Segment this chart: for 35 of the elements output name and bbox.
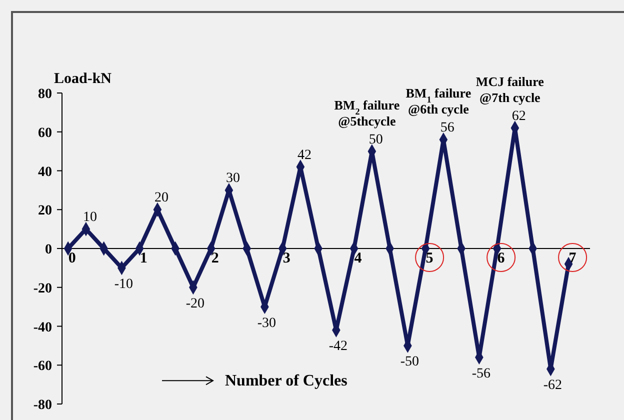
data-label: 20 [154, 190, 168, 206]
data-label: 62 [512, 108, 526, 124]
data-label: -56 [472, 366, 491, 382]
data-label: -50 [400, 354, 420, 370]
y-tick-label: -40 [33, 320, 52, 336]
data-label: -10 [114, 276, 134, 292]
y-tick-label: -80 [33, 398, 52, 413]
x-tick-label: 4 [354, 250, 362, 266]
x-axis-title: Number of Cycles [225, 372, 348, 390]
x-tick-label: 1 [140, 250, 148, 266]
y-tick-label: 60 [38, 126, 52, 141]
data-label: 30 [226, 171, 240, 186]
data-label: 56 [440, 120, 454, 136]
data-label: 50 [368, 132, 383, 148]
y-tick-label: 20 [38, 204, 52, 219]
data-label: -42 [328, 339, 348, 354]
annotation: BM$_{1}$ failure @6th cycle [406, 86, 472, 117]
y-tick-label: 40 [38, 164, 52, 180]
y-axis-title: Load-kN [54, 71, 112, 87]
x-tick-label: 6 [497, 250, 506, 266]
x-tick-label: 2 [211, 250, 219, 266]
x-tick-label: 7 [568, 250, 577, 266]
data-label: 42 [297, 148, 312, 163]
y-tick-label: 80 [38, 87, 52, 102]
data-label: -30 [257, 316, 276, 331]
y-tick-label: -60 [33, 359, 52, 374]
data-label: -20 [186, 296, 205, 312]
x-tick-label: 0 [68, 250, 76, 266]
annotation: MCJ failure @7th cycle [476, 74, 544, 105]
data-label: 10 [82, 210, 97, 226]
x-tick-label: 3 [282, 250, 290, 266]
x-tick-label: 5 [426, 250, 434, 266]
y-tick-label: -20 [33, 281, 52, 296]
data-label: -62 [543, 378, 562, 394]
annotation: BM$_{2}$ failure @5thcycle [334, 97, 400, 128]
